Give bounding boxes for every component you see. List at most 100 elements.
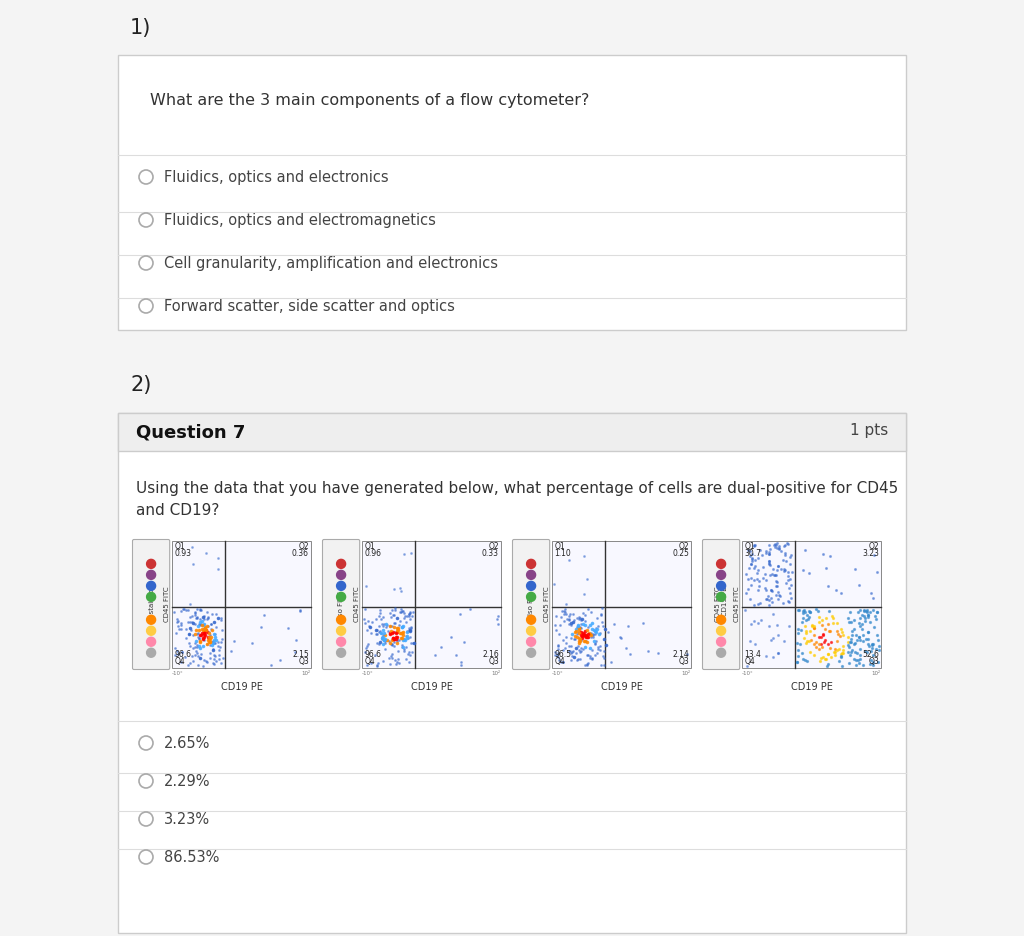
Point bbox=[860, 607, 877, 622]
Point bbox=[202, 651, 218, 665]
Point bbox=[197, 621, 213, 636]
Point bbox=[745, 614, 762, 629]
Point bbox=[801, 566, 817, 581]
Point bbox=[800, 634, 816, 649]
Text: 0.25: 0.25 bbox=[672, 549, 689, 558]
Point bbox=[395, 643, 412, 658]
Point bbox=[792, 636, 808, 651]
Point bbox=[815, 650, 831, 665]
Point bbox=[555, 655, 571, 670]
Point bbox=[853, 607, 869, 622]
Point bbox=[852, 648, 868, 663]
Point bbox=[802, 623, 818, 638]
Point bbox=[565, 613, 582, 628]
Point bbox=[371, 624, 387, 639]
Point bbox=[600, 624, 616, 639]
Point bbox=[569, 639, 586, 654]
Point bbox=[778, 554, 795, 569]
Point bbox=[359, 638, 376, 653]
Point bbox=[390, 620, 407, 635]
Point bbox=[797, 619, 813, 634]
Point bbox=[397, 629, 414, 644]
Point bbox=[187, 610, 204, 625]
Point bbox=[823, 608, 840, 623]
Point bbox=[186, 636, 203, 651]
Point bbox=[815, 627, 831, 642]
Point bbox=[742, 591, 759, 606]
Point bbox=[767, 567, 783, 582]
Point bbox=[811, 630, 827, 645]
Point bbox=[386, 635, 402, 650]
Point bbox=[588, 633, 604, 648]
Point bbox=[840, 637, 856, 652]
Point bbox=[562, 644, 579, 659]
Point bbox=[195, 632, 211, 647]
Point bbox=[767, 540, 783, 555]
Text: 1.10: 1.10 bbox=[554, 549, 571, 558]
Point bbox=[775, 539, 792, 554]
Circle shape bbox=[146, 560, 156, 568]
Point bbox=[394, 620, 411, 635]
Point bbox=[790, 602, 806, 617]
Point bbox=[365, 615, 381, 630]
Point bbox=[393, 631, 410, 646]
Point bbox=[203, 616, 219, 631]
Point bbox=[769, 646, 785, 661]
Point bbox=[783, 548, 800, 563]
Point bbox=[864, 648, 881, 663]
Point bbox=[360, 619, 377, 634]
Point bbox=[386, 620, 402, 635]
Point bbox=[833, 622, 849, 636]
Circle shape bbox=[337, 592, 346, 601]
Point bbox=[400, 645, 417, 660]
Point bbox=[189, 625, 206, 640]
Point bbox=[202, 635, 218, 650]
Point bbox=[557, 605, 573, 620]
Point bbox=[211, 651, 227, 666]
Point bbox=[206, 657, 222, 672]
Point bbox=[856, 604, 872, 619]
Point bbox=[820, 647, 837, 662]
Point bbox=[402, 648, 419, 663]
Point bbox=[557, 601, 573, 616]
Point bbox=[583, 604, 599, 619]
Point bbox=[184, 556, 201, 571]
Point bbox=[742, 556, 759, 571]
Point bbox=[400, 607, 417, 622]
Point bbox=[791, 603, 807, 618]
Point bbox=[547, 618, 563, 633]
Point bbox=[203, 617, 219, 632]
Point bbox=[567, 624, 584, 639]
Point bbox=[761, 557, 777, 572]
Point bbox=[812, 653, 828, 668]
Point bbox=[402, 636, 419, 651]
Point bbox=[751, 550, 767, 565]
Point bbox=[206, 651, 222, 666]
FancyBboxPatch shape bbox=[702, 539, 739, 669]
Point bbox=[402, 621, 419, 636]
Point bbox=[739, 572, 756, 587]
Point bbox=[204, 622, 220, 637]
Bar bbox=[742, 541, 881, 668]
Point bbox=[587, 636, 603, 651]
Text: Q4: Q4 bbox=[174, 657, 185, 666]
Point bbox=[862, 652, 879, 667]
Point bbox=[768, 567, 784, 582]
Point bbox=[577, 658, 593, 673]
Point bbox=[868, 604, 885, 619]
Point bbox=[206, 627, 222, 642]
Point bbox=[865, 620, 882, 635]
Point bbox=[798, 612, 814, 627]
Point bbox=[796, 603, 812, 618]
Point bbox=[383, 649, 399, 664]
Point bbox=[780, 619, 797, 634]
Point bbox=[368, 622, 384, 637]
Point bbox=[738, 658, 755, 673]
Point bbox=[852, 619, 868, 634]
Point bbox=[811, 610, 827, 625]
Text: Unstained: Unstained bbox=[148, 587, 154, 622]
Point bbox=[382, 623, 398, 638]
Text: 96.5: 96.5 bbox=[554, 650, 571, 659]
Point bbox=[768, 618, 784, 633]
Point bbox=[763, 582, 779, 597]
